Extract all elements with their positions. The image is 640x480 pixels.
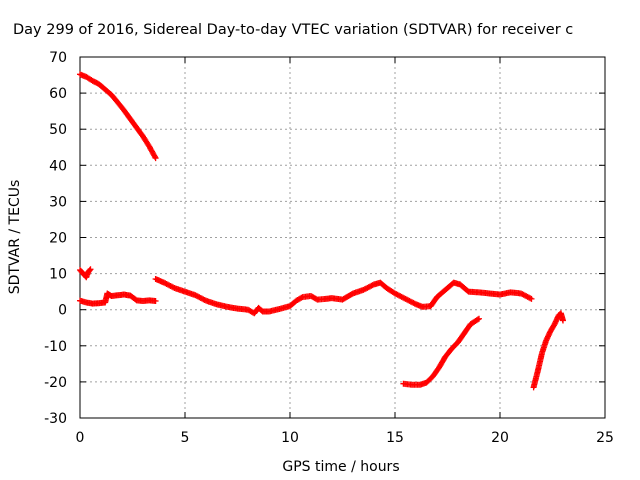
y-tick-label: 70	[49, 50, 67, 66]
x-tick-label: 25	[596, 430, 614, 446]
data-point	[476, 315, 482, 322]
grid	[80, 57, 605, 418]
series-4	[400, 315, 482, 388]
x-tick-label: 15	[386, 430, 404, 446]
data-point	[527, 295, 534, 302]
series-0	[77, 71, 159, 162]
y-tick-label: 20	[49, 231, 67, 247]
y-tick-label: -20	[44, 375, 67, 391]
x-tick-label: 0	[76, 430, 85, 446]
axis-ticks: 0 5 10 15 20 25 -30 -20 -10 0 10 20 30 40 50 60 70	[44, 50, 614, 446]
chart-title: Day 299 of 2016, Sidereal Day-to-day VTE…	[13, 22, 573, 38]
data-point	[298, 294, 305, 301]
y-tick-label: -10	[44, 339, 67, 355]
series-1	[77, 266, 94, 281]
y-axis-label: SDTVAR / TECUs	[7, 180, 23, 295]
data-point	[152, 298, 159, 305]
data-point	[528, 295, 535, 302]
data-point	[87, 266, 94, 273]
y-tick-label: 40	[49, 158, 67, 174]
series-5	[530, 310, 566, 391]
data-point	[560, 317, 566, 324]
y-tick-label: 30	[49, 194, 67, 210]
y-tick-label: 50	[49, 122, 67, 138]
y-tick-label: 0	[58, 303, 67, 319]
y-tick-label: 60	[49, 86, 67, 102]
series-3	[152, 276, 535, 317]
x-tick-label: 20	[491, 430, 509, 446]
data-points	[77, 71, 566, 391]
data-point	[151, 153, 158, 160]
y-tick-label: -30	[44, 411, 67, 427]
data-point	[86, 267, 93, 274]
y-tick-label: 10	[49, 267, 67, 283]
data-point	[152, 155, 159, 162]
x-axis-label: GPS time / hours	[282, 459, 399, 475]
data-point	[474, 316, 481, 323]
x-tick-label: 5	[181, 430, 190, 446]
x-tick-label: 10	[281, 430, 299, 446]
series-2	[77, 290, 159, 307]
